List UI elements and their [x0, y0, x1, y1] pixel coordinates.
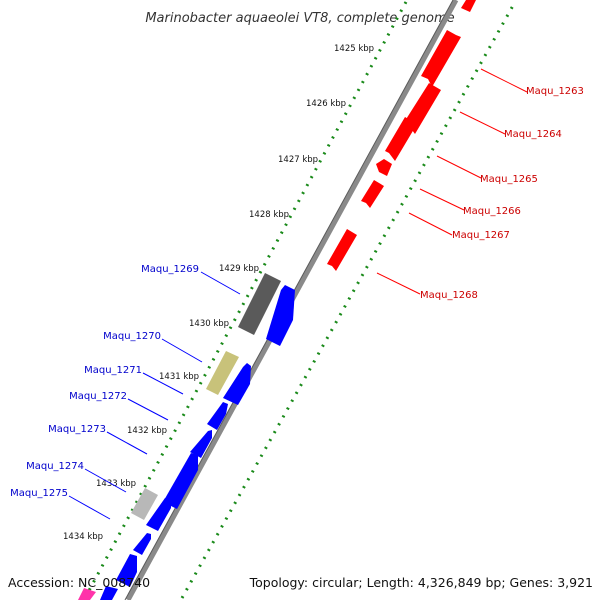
- gene-arrow-maqu-1272[interactable]: [190, 430, 212, 458]
- gene-arrow-maqu-1273[interactable]: [163, 453, 198, 509]
- gene-arrow-maqu-1269[interactable]: [266, 285, 295, 346]
- leader-line: [480, 68, 528, 93]
- gene-arrow-maqu-1264[interactable]: [403, 83, 441, 134]
- leader-line: [84, 468, 127, 493]
- gene-label-maqu-1271[interactable]: Maqu_1271: [84, 365, 142, 376]
- gene-box-khaki[interactable]: [206, 351, 239, 395]
- kbp-label: 1434 kbp: [63, 532, 103, 542]
- gene-label-maqu-1269[interactable]: Maqu_1269: [141, 264, 199, 275]
- gene-arrow-maqu-1267[interactable]: [361, 180, 384, 208]
- gene-label-maqu-1263[interactable]: Maqu_1263: [526, 86, 584, 97]
- leader-line: [127, 398, 169, 421]
- inner-tick-track: [83, 0, 409, 599]
- leader-line: [419, 188, 465, 211]
- kbp-label: 1426 kbp: [306, 99, 346, 109]
- gene-box-dark-gray[interactable]: [238, 273, 281, 335]
- gene-label-maqu-1273[interactable]: Maqu_1273: [48, 424, 106, 435]
- gene-arrow-bottom[interactable]: [116, 554, 137, 587]
- kbp-label: 1428 kbp: [249, 210, 289, 220]
- gene-arrow-maqu-1265[interactable]: [385, 117, 417, 161]
- leader-line: [142, 372, 184, 395]
- gene-arrow-maqu-1266[interactable]: [376, 159, 392, 176]
- kbp-label: 1427 kbp: [278, 155, 318, 165]
- topology-text: Topology: circular; Length: 4,326,849 bp…: [249, 575, 593, 590]
- gene-label-maqu-1266[interactable]: Maqu_1266: [463, 206, 521, 217]
- gene-box-light-gray[interactable]: [131, 488, 158, 520]
- gene-label-maqu-1275[interactable]: Maqu_1275: [10, 488, 68, 499]
- gene-arrow-maqu-1268[interactable]: [327, 229, 357, 271]
- accession-text: Accession: NC_008740: [8, 575, 150, 590]
- gene-arrow-maqu-1275[interactable]: [133, 533, 151, 555]
- gene-arrow-maqu-1262[interactable]: [461, 0, 476, 12]
- leader-line: [376, 272, 421, 295]
- gene-label-maqu-1264[interactable]: Maqu_1264: [504, 129, 562, 140]
- leader-line: [106, 431, 148, 455]
- gene-box-magenta[interactable]: [78, 588, 96, 600]
- leader-line: [200, 271, 241, 295]
- kbp-label: 1432 kbp: [127, 426, 167, 436]
- map-title: Marinobacter aquaeolei VT8, complete gen…: [145, 11, 454, 26]
- gene-label-maqu-1268[interactable]: Maqu_1268: [420, 290, 478, 301]
- leader-line: [459, 111, 506, 135]
- gene-label-maqu-1265[interactable]: Maqu_1265: [480, 174, 538, 185]
- kbp-label: 1430 kbp: [189, 319, 229, 329]
- leader-line: [161, 338, 203, 363]
- gene-label-maqu-1267[interactable]: Maqu_1267: [452, 230, 510, 241]
- leader-line: [436, 155, 482, 179]
- gene-arrow-maqu-1274[interactable]: [146, 498, 171, 531]
- leader-line: [68, 495, 111, 520]
- gene-label-maqu-1272[interactable]: Maqu_1272: [69, 391, 127, 402]
- gene-arrow-bottom-edge[interactable]: [100, 586, 118, 600]
- kbp-label: 1429 kbp: [219, 264, 259, 274]
- kbp-label: 1425 kbp: [334, 44, 374, 54]
- kbp-label: 1433 kbp: [96, 479, 136, 489]
- outer-tick-track: [180, 1, 517, 599]
- gene-arrow-maqu-1271[interactable]: [207, 402, 228, 430]
- kbp-label: 1431 kbp: [159, 372, 199, 382]
- gene-arrow-maqu-1263[interactable]: [421, 30, 461, 87]
- gene-label-maqu-1274[interactable]: Maqu_1274: [26, 461, 84, 472]
- gene-arrow-maqu-1270[interactable]: [223, 363, 251, 405]
- leader-line: [408, 212, 453, 236]
- gene-label-maqu-1270[interactable]: Maqu_1270: [103, 331, 161, 342]
